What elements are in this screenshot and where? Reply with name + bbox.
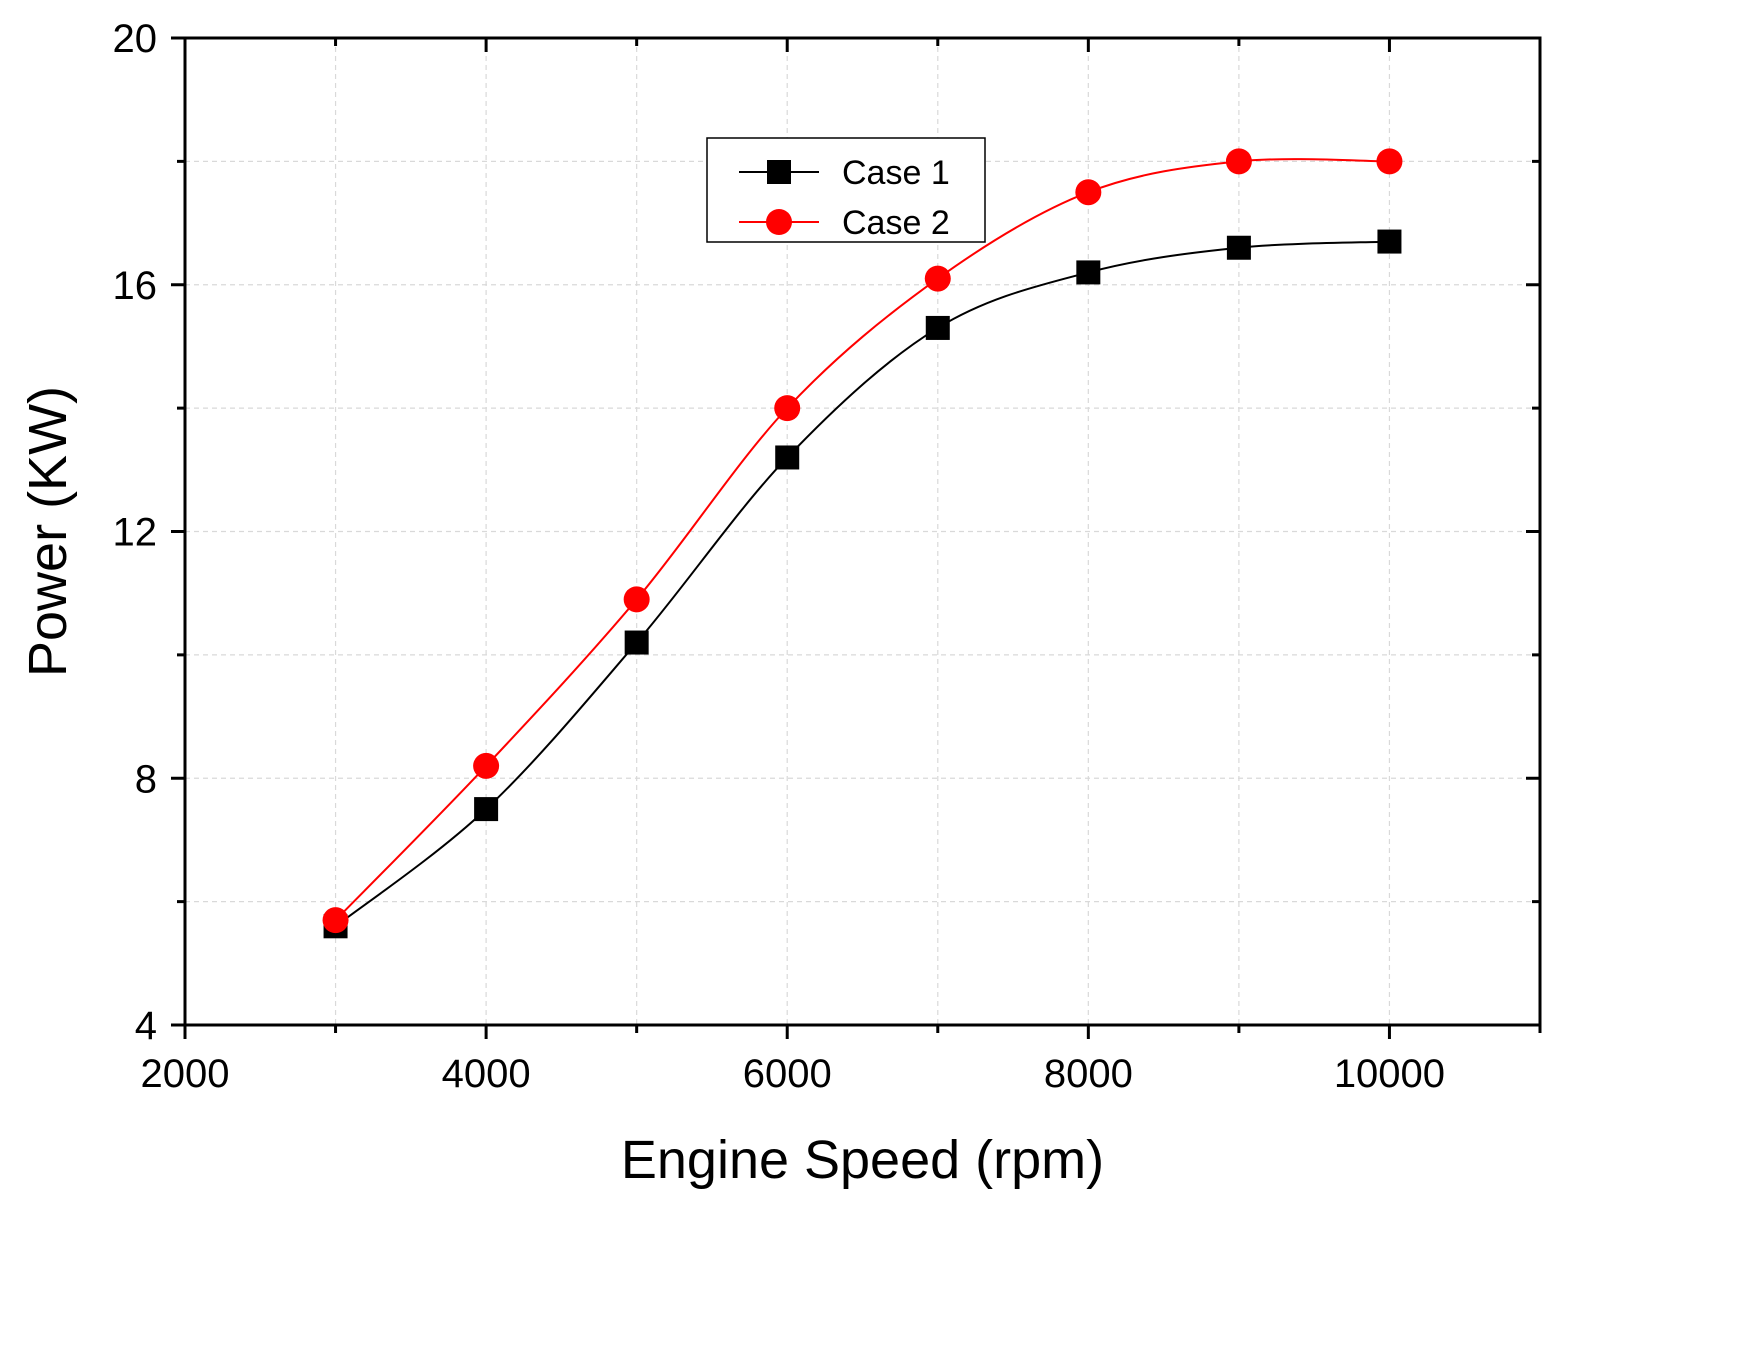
x-tick-label: 4000 — [442, 1052, 531, 1096]
data-point-case-2 — [774, 395, 801, 422]
y-axis-label: Power (KW) — [18, 386, 78, 677]
series-line-case-1 — [334, 240, 1390, 928]
series-layer — [322, 148, 1403, 939]
data-point-case-2 — [623, 586, 650, 613]
data-point-case-1 — [775, 445, 800, 470]
legend-label-case-2: Case 2 — [842, 204, 950, 242]
series-line-case-2 — [334, 158, 1390, 921]
data-point-case-2 — [322, 907, 349, 934]
x-tick-label: 10000 — [1334, 1052, 1445, 1096]
data-point-case-1 — [1226, 235, 1251, 260]
x-tick-label: 6000 — [743, 1052, 832, 1096]
x-tick-label: 8000 — [1044, 1052, 1133, 1096]
legend-label-case-1: Case 1 — [842, 154, 950, 192]
y-tick-label: 12 — [113, 511, 158, 555]
data-point-case-1 — [1377, 229, 1402, 254]
legend-square-marker — [767, 160, 791, 184]
data-point-case-2 — [1075, 179, 1102, 206]
data-point-case-2 — [473, 752, 500, 779]
data-point-case-2 — [1225, 148, 1252, 175]
data-point-case-1 — [925, 315, 950, 340]
y-tick-label: 8 — [135, 757, 157, 801]
legend-circle-marker — [766, 209, 792, 235]
data-point-case-1 — [1076, 260, 1101, 285]
data-point-case-2 — [924, 265, 951, 292]
legend-box — [706, 137, 986, 243]
data-point-case-1 — [624, 630, 649, 655]
y-tick-label: 16 — [113, 264, 158, 308]
axis-ticks: 2000 4000 6000 8000 10000 4 8 12 16 20 — [113, 17, 1542, 1096]
y-tick-label: 20 — [113, 17, 158, 61]
x-axis-label: Engine Speed (rpm) — [621, 1130, 1104, 1190]
data-point-case-1 — [474, 797, 499, 822]
x-tick-label: 2000 — [141, 1052, 230, 1096]
y-tick-label: 4 — [135, 1004, 157, 1048]
legend: Case 1 Case 2 — [706, 137, 986, 243]
data-point-case-2 — [1376, 148, 1403, 175]
